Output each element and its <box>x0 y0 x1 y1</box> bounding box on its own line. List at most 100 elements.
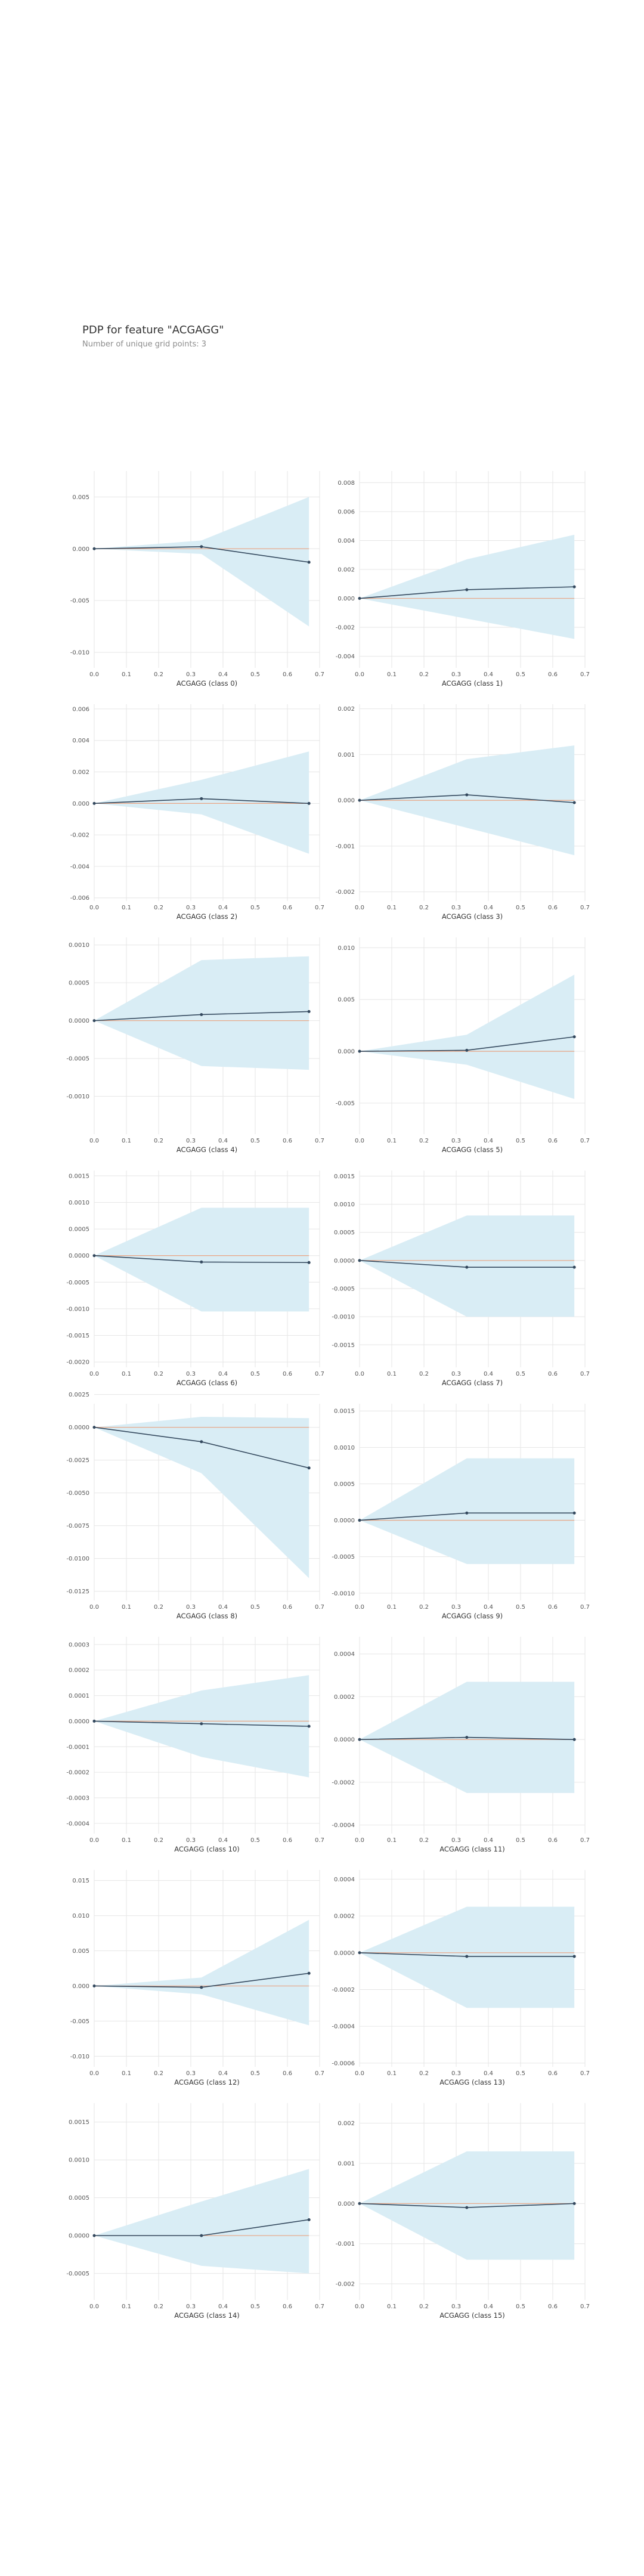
y-tick-label: 0.0005 <box>69 2195 89 2202</box>
x-tick-label: 0.7 <box>315 671 324 678</box>
pdp-subplot: 0.0 0.1 0.2 0.3 0.4 0.5 0.6 0.7 -0.004 -0.002 0.00… <box>336 471 590 688</box>
x-tick-label: 0.3 <box>186 2303 196 2310</box>
x-tick-label: 0.4 <box>484 2303 493 2310</box>
x-tick-label: 0.1 <box>387 671 397 678</box>
x-tick-label: 0.0 <box>89 905 99 911</box>
x-tick-label: 0.2 <box>419 1138 429 1144</box>
confidence-band <box>360 1458 575 1564</box>
x-tick-label: 0.3 <box>186 2070 196 2077</box>
pdp-point <box>92 1019 96 1023</box>
y-tick-label: 0.0015 <box>334 1408 355 1415</box>
y-tick-label: -0.0010 <box>332 1314 355 1321</box>
x-tick-label: 0.7 <box>580 1138 590 1144</box>
x-tick-label: 0.0 <box>89 1837 99 1844</box>
x-tick-label: 0.6 <box>283 2303 292 2310</box>
y-tick-label: -0.002 <box>336 2281 355 2288</box>
x-tick-label: 0.0 <box>355 2303 364 2310</box>
x-tick-label: 0.5 <box>516 1371 525 1377</box>
x-tick-label: 0.0 <box>89 671 99 678</box>
x-tick-label: 0.5 <box>516 2070 525 2077</box>
x-tick-label: 0.7 <box>315 1604 324 1611</box>
x-tick-label: 0.2 <box>419 2070 429 2077</box>
x-tick-label: 0.5 <box>516 1837 525 1844</box>
y-tick-label: -0.0050 <box>66 1490 89 1497</box>
y-tick-label: 0.002 <box>338 567 355 574</box>
y-tick-label: -0.0005 <box>66 2271 89 2277</box>
y-tick-label: 0.0000 <box>334 1737 355 1744</box>
x-tick-label: 0.2 <box>154 2070 163 2077</box>
confidence-band <box>94 1675 309 1778</box>
x-tick-label: 0.6 <box>283 1138 292 1144</box>
x-tick-label: 0.2 <box>419 671 429 678</box>
confidence-band <box>360 974 575 1099</box>
x-tick-label: 0.2 <box>419 2303 429 2310</box>
x-tick-label: 0.1 <box>387 1604 397 1611</box>
x-tick-label: 0.2 <box>419 905 429 911</box>
x-tick-label: 0.1 <box>122 1138 131 1144</box>
pdp-point <box>200 1260 203 1264</box>
y-tick-label: -0.005 <box>70 2018 89 2025</box>
x-tick-label: 0.0 <box>355 671 364 678</box>
y-tick-label: -0.0002 <box>66 1770 89 1776</box>
y-tick-label: -0.0004 <box>332 1822 355 1829</box>
y-tick-label: 0.0005 <box>334 1230 355 1236</box>
x-axis-label: ACGAGG (class 1) <box>442 679 503 688</box>
pdp-point <box>200 545 203 549</box>
x-tick-label: 0.7 <box>315 2070 324 2077</box>
y-tick-label: 0.002 <box>338 2120 355 2127</box>
x-tick-label: 0.5 <box>250 1837 260 1844</box>
y-tick-label: -0.002 <box>336 625 355 631</box>
y-tick-label: -0.0004 <box>66 1820 89 1827</box>
x-tick-label: 0.3 <box>451 1371 461 1377</box>
pdp-point <box>200 1013 203 1016</box>
confidence-band <box>94 956 309 1070</box>
y-tick-label: -0.0010 <box>332 1590 355 1597</box>
y-tick-label: 0.000 <box>338 596 355 602</box>
x-tick-label: 0.6 <box>548 2303 558 2310</box>
x-tick-label: 0.6 <box>283 905 292 911</box>
pdp-point <box>465 1511 469 1515</box>
pdp-point <box>92 1254 96 1258</box>
y-tick-label: 0.000 <box>72 546 89 553</box>
y-tick-label: -0.002 <box>336 889 355 896</box>
pdp-subplot: 0.0 0.1 0.2 0.3 0.4 0.5 0.6 0.7 -0.002 -0.001 0.00… <box>336 704 590 921</box>
x-tick-label: 0.3 <box>186 671 196 678</box>
pdp-point <box>465 588 469 592</box>
x-tick-label: 0.2 <box>154 2303 163 2310</box>
x-tick-label: 0.5 <box>516 1604 525 1611</box>
x-axis-label: ACGAGG (class 14) <box>174 2311 240 2320</box>
x-tick-label: 0.5 <box>250 671 260 678</box>
x-tick-label: 0.7 <box>315 905 324 911</box>
x-tick-label: 0.7 <box>580 2303 590 2310</box>
pdp-point <box>92 1719 96 1723</box>
x-tick-label: 0.6 <box>548 1837 558 1844</box>
x-tick-label: 0.3 <box>451 1138 461 1144</box>
pdp-point <box>358 597 361 600</box>
pdp-point <box>572 1035 576 1039</box>
x-tick-label: 0.1 <box>387 1371 397 1377</box>
x-tick-label: 0.6 <box>548 1371 558 1377</box>
y-tick-label: 0.0002 <box>69 1667 89 1674</box>
y-tick-label: -0.006 <box>70 895 89 902</box>
y-tick-label: 0.0000 <box>69 1719 89 1725</box>
x-tick-label: 0.0 <box>89 1604 99 1611</box>
x-tick-label: 0.4 <box>484 1604 493 1611</box>
confidence-band <box>94 751 309 854</box>
pdp-subplot: 0.0 0.1 0.2 0.3 0.4 0.5 0.6 0.7 -0.0004 -0.0003 -0… <box>66 1637 324 1853</box>
x-axis-label: ACGAGG (class 11) <box>439 1845 505 1853</box>
x-tick-label: 0.6 <box>548 671 558 678</box>
pdp-point <box>465 1048 469 1052</box>
x-tick-label: 0.3 <box>186 905 196 911</box>
pdp-point <box>465 1955 469 1958</box>
x-tick-label: 0.7 <box>580 1371 590 1377</box>
pdp-point <box>307 1010 311 1013</box>
x-tick-label: 0.6 <box>548 905 558 911</box>
pdp-point <box>307 1971 311 1975</box>
x-tick-label: 0.3 <box>186 1371 196 1377</box>
pdp-point <box>358 1259 361 1262</box>
y-tick-label: 0.001 <box>338 752 355 758</box>
x-axis-label: ACGAGG (class 7) <box>442 1379 503 1387</box>
pdp-point <box>358 2202 361 2205</box>
y-tick-label: -0.001 <box>336 2241 355 2247</box>
x-tick-label: 0.0 <box>89 1138 99 1144</box>
